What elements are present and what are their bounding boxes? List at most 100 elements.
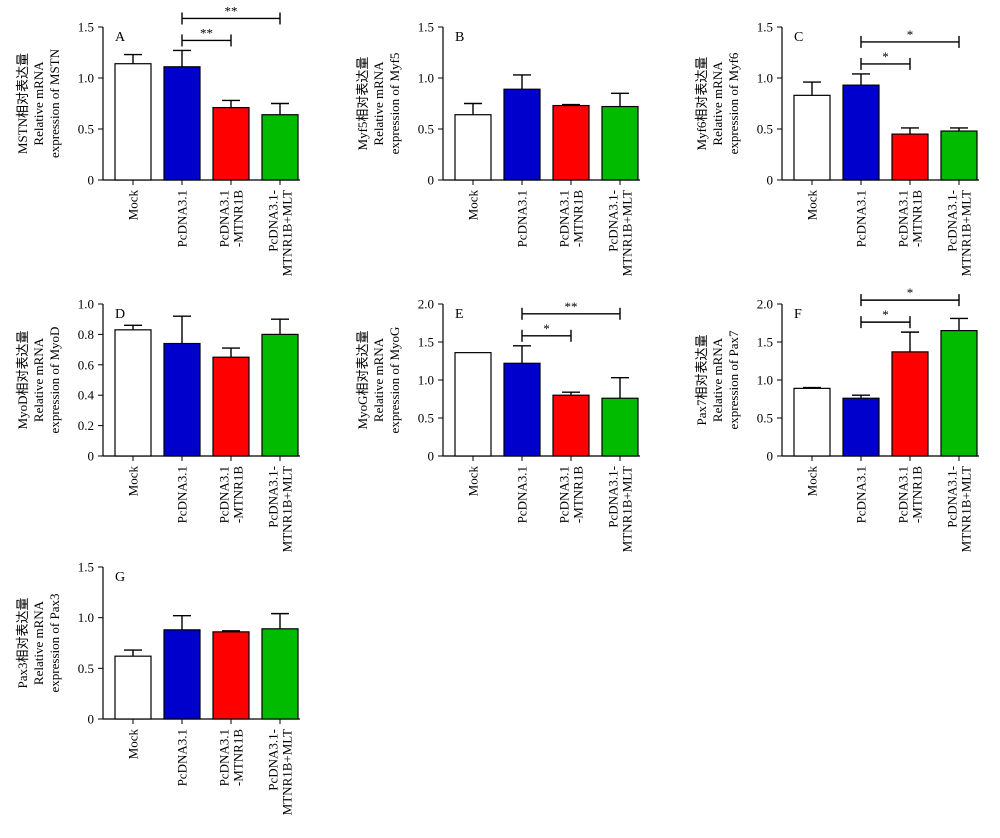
y-tick-label: 0.4 xyxy=(78,388,95,403)
significance-label: * xyxy=(907,285,914,300)
y-tick-label: 1.0 xyxy=(757,373,773,388)
significance-bracket: ** xyxy=(521,299,621,320)
category-label: PcDNA3.1-MTNR1B xyxy=(557,466,586,524)
category-label: PcDNA3.1 xyxy=(175,190,190,247)
bar-E-2 xyxy=(552,394,590,457)
significance-bracket: * xyxy=(860,285,960,307)
chart-panel-E: E 0 0.5 1.0 1.5 2.0 MyoG相对表达量 Relative mRNA expr… xyxy=(355,297,640,552)
y-tick-label: 0 xyxy=(88,712,95,727)
bar-G-0 xyxy=(114,655,152,720)
significance-label: * xyxy=(882,307,889,322)
panel-label: B xyxy=(455,30,464,45)
y-axis-label-line: expression of Myf5 xyxy=(387,53,402,155)
y-axis-label-line: Pax7相对表达量 xyxy=(694,334,709,425)
y-axis-label-line: Relative mRNA xyxy=(371,61,386,146)
y-axis-label-line: Relative mRNA xyxy=(31,61,46,146)
bar-B-3 xyxy=(601,105,639,181)
bar-C-0 xyxy=(793,94,831,181)
panel-label: G xyxy=(115,570,125,585)
category-label: Mock xyxy=(126,190,141,221)
y-axis-label-line: Pax3相对表达量 xyxy=(15,597,30,688)
y-axis-label-line: Myf5相对表达量 xyxy=(355,57,370,151)
category-label: PcDNA3.1-MTNR1B+MLT xyxy=(266,190,295,276)
y-axis-label-line: expression of Myf6 xyxy=(726,52,741,154)
y-axis-label-line: Myf6相对表达量 xyxy=(694,57,709,151)
significance-label: ** xyxy=(225,3,238,18)
significance-label: * xyxy=(907,27,914,42)
panel-label: E xyxy=(455,307,464,322)
y-tick-label: 0 xyxy=(88,449,95,464)
category-label: PcDNA3.1 xyxy=(854,190,869,247)
chart-panel-D: D 0 0.2 0.4 0.6 0.8 1.0 MyoD相对表达量 Relative mRNA e… xyxy=(15,297,300,552)
bar-F-0 xyxy=(793,387,831,457)
bar-F-1 xyxy=(842,397,880,457)
category-label: PcDNA3.1-MTNR1B+MLT xyxy=(266,729,295,815)
y-axis-label-line: expression of MSTN xyxy=(47,48,62,158)
y-tick-label: 0 xyxy=(428,449,435,464)
y-tick-label: 1.5 xyxy=(418,335,434,350)
category-label: PcDNA3.1-MTNR1B xyxy=(217,466,246,524)
category-label: PcDNA3.1-MTNR1B+MLT xyxy=(266,466,295,552)
chart-panel-B: B 0 0.5 1.0 1.5 Myf5相对表达量 Relative mRNA express… xyxy=(355,20,640,276)
bar-G-2 xyxy=(212,631,250,720)
panel-label: A xyxy=(115,30,126,45)
chart-panel-C: C 0 0.5 1.0 1.5 Myf6相对表达量 Relative mRNA express… xyxy=(694,20,979,276)
significance-label: * xyxy=(882,49,889,64)
category-label: PcDNA3.1-MTNR1B+MLT xyxy=(945,466,974,552)
significance-bracket: * xyxy=(860,49,911,70)
y-axis-label-line: expression of Pax3 xyxy=(47,594,62,693)
significance-bracket: ** xyxy=(181,3,281,25)
bar-A-3 xyxy=(261,114,299,181)
bar-A-1 xyxy=(163,66,201,181)
bar-D-3 xyxy=(261,333,299,457)
y-axis-label-line: Relative mRNA xyxy=(371,337,386,422)
bar-D-1 xyxy=(163,342,201,457)
chart-panel-A: A 0 0.5 1.0 1.5 MSTN相对表达量 Relative mRNA express… xyxy=(15,3,300,276)
category-label: Mock xyxy=(126,729,141,760)
y-tick-label: 0.5 xyxy=(757,122,773,137)
y-axis-label-line: expression of Pax7 xyxy=(726,330,741,429)
y-tick-label: 1.5 xyxy=(757,20,773,35)
significance-bracket: ** xyxy=(181,25,232,47)
category-label: PcDNA3.1-MTNR1B+MLT xyxy=(945,190,974,276)
category-label: PcDNA3.1-MTNR1B xyxy=(896,466,925,524)
y-tick-label: 0.2 xyxy=(78,418,94,433)
y-tick-label: 0 xyxy=(767,173,774,188)
panel-label: D xyxy=(115,307,125,322)
panel-label: C xyxy=(794,30,803,45)
chart-panel-G: G 0 0.5 1.0 1.5 Pax3相对表达量 Relative mRNA express… xyxy=(15,560,300,815)
bar-C-2 xyxy=(891,133,929,181)
y-tick-label: 1.5 xyxy=(757,335,773,350)
category-label: PcDNA3.1 xyxy=(175,466,190,523)
y-tick-label: 1.0 xyxy=(78,297,94,312)
category-label: PcDNA3.1-MTNR1B+MLT xyxy=(606,466,635,552)
y-axis-label-line: expression of MyoG xyxy=(387,327,402,434)
category-label: PcDNA3.1-MTNR1B xyxy=(217,729,246,787)
category-label: PcDNA3.1 xyxy=(515,190,530,247)
category-label: Mock xyxy=(466,466,481,497)
bar-B-0 xyxy=(454,114,492,181)
category-label: PcDNA3.1-MTNR1B xyxy=(557,190,586,248)
y-tick-label: 0.6 xyxy=(78,357,95,372)
significance-bracket: * xyxy=(521,321,572,342)
bar-F-3 xyxy=(940,330,978,457)
y-axis-label-line: Relative mRNA xyxy=(710,337,725,422)
panel-label: F xyxy=(794,307,802,322)
bar-B-2 xyxy=(552,104,590,181)
bar-D-2 xyxy=(212,356,250,457)
y-axis-label-line: Relative mRNA xyxy=(31,337,46,422)
category-label: PcDNA3.1-MTNR1B xyxy=(217,190,246,248)
y-tick-label: 0.5 xyxy=(78,661,94,676)
y-tick-label: 1.5 xyxy=(78,20,94,35)
bar-G-1 xyxy=(163,629,201,720)
y-tick-label: 1.5 xyxy=(78,560,94,575)
y-axis-label-line: MSTN相对表达量 xyxy=(15,53,30,154)
category-label: PcDNA3.1-MTNR1B xyxy=(896,190,925,248)
y-axis-label-line: Relative mRNA xyxy=(31,600,46,685)
significance-bracket: * xyxy=(860,307,911,329)
y-tick-label: 0.5 xyxy=(78,122,94,137)
bar-D-0 xyxy=(114,329,152,457)
bar-E-3 xyxy=(601,397,639,457)
y-axis-label-line: MyoG相对表达量 xyxy=(355,331,370,430)
